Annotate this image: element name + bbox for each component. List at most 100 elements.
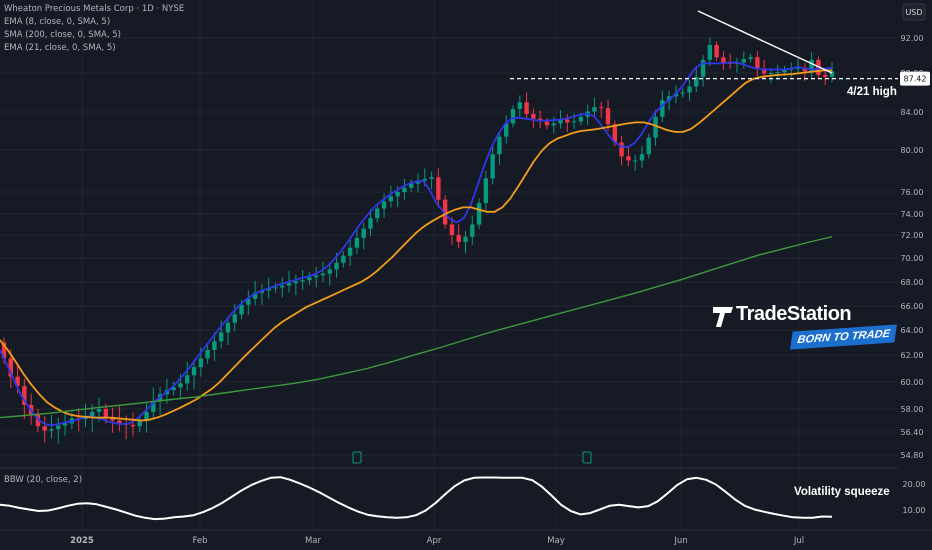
- candle-body: [368, 218, 373, 229]
- candle-body: [707, 45, 713, 60]
- candle-body: [565, 119, 570, 123]
- candle-body: [402, 187, 407, 192]
- annotation-4-21-high: 4/21 high: [847, 86, 897, 98]
- candle-body: [62, 423, 68, 426]
- candle-body: [273, 287, 278, 289]
- candle-body: [198, 358, 204, 368]
- bbw-tick-label: 10.00: [903, 506, 926, 515]
- candle-body: [639, 154, 645, 161]
- candle-body: [395, 192, 400, 197]
- candle-body: [823, 74, 828, 77]
- time-tick-label: Jun: [673, 536, 687, 546]
- candle-body: [15, 376, 20, 387]
- candle-body: [293, 281, 299, 284]
- price-tick-label: 84.00: [901, 108, 924, 117]
- candle-body: [354, 237, 360, 248]
- candle-body: [755, 57, 760, 69]
- candle-body: [782, 69, 787, 73]
- candle-body: [558, 119, 563, 124]
- candle-body: [239, 304, 244, 315]
- candle-body: [578, 116, 584, 122]
- sma200-line: [0, 236, 833, 419]
- candle-body: [442, 199, 448, 225]
- bbw-line: [0, 476, 833, 521]
- candle-body: [409, 183, 414, 188]
- candle-body: [252, 292, 258, 299]
- candle-body: [225, 322, 231, 333]
- candle-body: [660, 100, 665, 117]
- candle-body: [341, 255, 346, 263]
- candle-body: [205, 350, 210, 359]
- candle-body: [551, 123, 556, 126]
- candle-body: [449, 224, 455, 235]
- time-axis[interactable]: 2025 Feb Mar Apr May Jun Jul: [0, 529, 932, 546]
- time-tick-label: Feb: [192, 536, 207, 546]
- time-tick-label: 2025: [70, 536, 94, 546]
- time-tick-label: Apr: [427, 536, 442, 546]
- candle-body: [381, 201, 387, 209]
- symbol-title[interactable]: Wheaton Precious Metals Corp · 1D · NYSE: [4, 4, 185, 14]
- price-tick-label: 58.00: [901, 405, 924, 414]
- candle-body: [517, 102, 523, 110]
- candle-body: [748, 57, 753, 59]
- indicator-ema8-label[interactable]: EMA (8, close, 0, SMA, 5): [4, 17, 111, 27]
- candle-body: [327, 269, 332, 274]
- indicator-sma200-label[interactable]: SMA (200, close, 0, SMA, 5): [4, 30, 121, 40]
- candle-body: [280, 285, 285, 288]
- time-tick-label: Jul: [793, 536, 804, 546]
- tradestation-logo: TradeStation BORN TO TRADE: [712, 303, 898, 355]
- candle-body: [185, 375, 190, 384]
- currency-button[interactable]: [902, 3, 926, 21]
- candle-body: [626, 156, 631, 161]
- candle-body: [110, 417, 115, 421]
- bbw-pane: 10.00 20.00: [0, 467, 926, 521]
- candle-body: [191, 367, 197, 376]
- candle-body: [375, 208, 380, 219]
- candle-body: [476, 203, 482, 225]
- candle-body: [178, 383, 183, 388]
- bbw-tick-label: 20.00: [903, 480, 926, 489]
- price-tick-label: 76.00: [901, 188, 924, 197]
- drawing-tools[interactable]: [510, 10, 898, 80]
- candle-body: [42, 426, 47, 431]
- earnings-marker-icon[interactable]: [352, 451, 362, 464]
- candle-body: [218, 332, 224, 342]
- candle-body: [775, 72, 780, 74]
- price-tick-label: 60.00: [901, 378, 924, 387]
- candle-body: [714, 45, 719, 58]
- descending-trendline[interactable]: [697, 10, 833, 74]
- candle-body: [151, 400, 156, 412]
- candle-body: [524, 102, 529, 114]
- candle-body: [687, 86, 692, 93]
- price-gridlines: [0, 0, 898, 530]
- price-axis[interactable]: 54.80 56.40 58.00 60.00 62.00 64.00 66.00 68.00…: [900, 3, 930, 460]
- candle-body: [483, 178, 489, 203]
- ema8-line: [0, 61, 833, 426]
- bbw-indicator-label[interactable]: BBW (20, close, 2): [4, 475, 83, 485]
- candle-body: [334, 262, 339, 270]
- candle-body: [470, 224, 475, 237]
- candle-body: [117, 420, 122, 424]
- candle-body: [259, 290, 265, 293]
- candle-body: [1, 342, 7, 359]
- price-tick-label: 66.00: [901, 302, 924, 311]
- candle-body: [83, 417, 88, 420]
- price-tick-label: 68.00: [901, 278, 924, 287]
- candle-body: [137, 420, 142, 427]
- candle-body: [612, 124, 618, 143]
- indicator-ema21-label[interactable]: EMA (21, close, 0, SMA, 5): [4, 43, 116, 53]
- earnings-markers[interactable]: [352, 451, 592, 464]
- candle-body: [347, 247, 353, 256]
- candle-body: [531, 113, 536, 119]
- candle-body: [490, 154, 495, 179]
- candle-body: [497, 136, 502, 155]
- candle-body: [761, 68, 767, 74]
- price-tick-label: 62.00: [901, 351, 924, 360]
- earnings-marker-icon[interactable]: [582, 451, 592, 464]
- candle-body: [388, 196, 394, 202]
- candle-body: [809, 59, 814, 72]
- candle-body: [666, 96, 672, 101]
- currency-button-label: USD: [905, 8, 922, 17]
